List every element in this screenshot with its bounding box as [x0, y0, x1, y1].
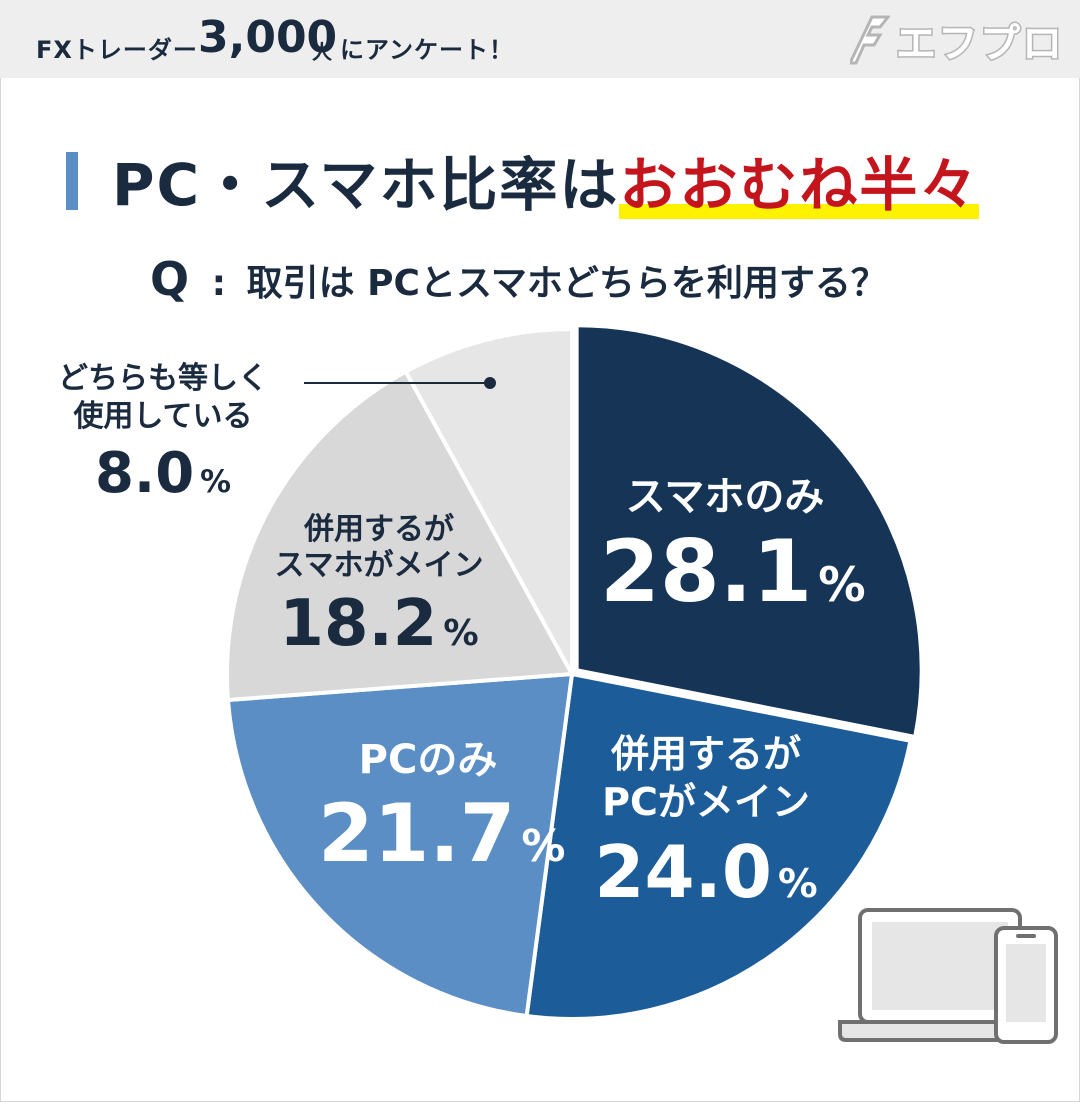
- slice-label-equal-use: どちらも等しく 使用している 8.0%: [38, 360, 288, 520]
- survey-question: Q : 取引は PCとスマホどちらを利用する？: [150, 252, 887, 306]
- headline-accent-bar: [66, 152, 78, 210]
- slice-value-line: 28.1%: [600, 522, 866, 636]
- question-colon: :: [211, 263, 227, 304]
- slice-name-line1: 併用するが: [304, 512, 454, 547]
- slice-value-line: 21.7%: [318, 784, 565, 897]
- question-marker: Q: [150, 252, 190, 306]
- slice-value: 18.2: [279, 587, 438, 661]
- header-prefix: FXトレーダー: [36, 36, 198, 64]
- slice-percent-sign: %: [521, 821, 566, 872]
- brand-logo: エフプロ: [850, 12, 1064, 69]
- slice-percent-sign: %: [443, 613, 479, 654]
- slice-value-line: 18.2%: [254, 584, 504, 674]
- slice-name-line2: スマホがメイン: [274, 548, 484, 583]
- slice-percent-sign: %: [200, 464, 232, 500]
- survey-header: FXトレーダー 3,000 人 にアンケート！ エフプロ: [0, 0, 1080, 78]
- header-suffix: にアンケート！: [340, 36, 515, 64]
- leader-dot: [484, 377, 496, 389]
- pie-slice-equal-use: [403, 326, 574, 675]
- pie-slice-smartphone-only: [574, 323, 924, 740]
- slice-value: 21.7: [318, 787, 516, 880]
- pie-slice-pc-main: [524, 671, 913, 1021]
- slice-value: 8.0: [94, 441, 195, 506]
- title-main: PC・スマホ比率は: [112, 151, 620, 219]
- laptop-and-phone-icon: [838, 908, 1058, 1044]
- slice-name: スマホのみ: [625, 474, 825, 520]
- header-unit: 人: [312, 40, 332, 64]
- slice-label-smartphone-main: 併用するが スマホがメイン 18.2%: [254, 512, 504, 674]
- slice-percent-sign: %: [818, 558, 866, 613]
- pie-slice-smartphone-main: [225, 368, 576, 703]
- title-accent: おおむね半々: [619, 151, 980, 219]
- slice-name: PCのみ: [358, 737, 498, 783]
- slice-value: 24.0: [594, 830, 772, 914]
- logo-text: エフプロ: [895, 20, 1064, 69]
- slice-name-line2: PCがメイン: [602, 780, 810, 824]
- slice-label-smartphone-only: スマホのみ 28.1%: [600, 472, 866, 636]
- slice-value-line: 24.0%: [586, 826, 826, 930]
- pie-slice-pc-only: [225, 671, 575, 1019]
- slice-name: どちらも等しく 使用している: [58, 361, 268, 434]
- slice-value: 28.1: [600, 522, 813, 622]
- logo-mark-icon: [850, 15, 890, 65]
- slice-name-line1: 併用するが: [610, 732, 801, 776]
- slice-value-line: 8.0%: [38, 436, 288, 520]
- slice-label-pc-only: PCのみ 21.7%: [318, 736, 565, 897]
- slice-percent-sign: %: [778, 861, 818, 907]
- header-count: 3,000: [198, 12, 338, 63]
- slice-label-pc-main: 併用するが PCがメイン 24.0%: [586, 730, 826, 930]
- page-title: PC・スマホ比率はおおむね半々: [112, 138, 980, 222]
- question-text: 取引は PCとスマホどちらを利用する？: [246, 263, 887, 304]
